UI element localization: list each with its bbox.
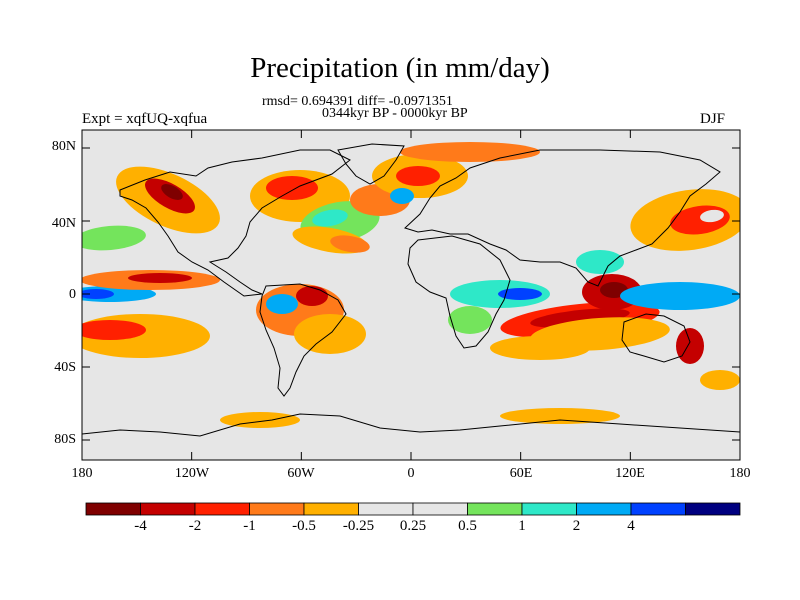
anomaly-n-pacific-wet bbox=[82, 225, 146, 251]
anomaly-indian-ocean-dry-core bbox=[530, 308, 630, 328]
colorbar-label: 0.25 bbox=[399, 518, 427, 534]
coastlines bbox=[82, 143, 740, 437]
lat-label-40s: 40S bbox=[54, 360, 76, 375]
colorbar-label: -1 bbox=[243, 518, 256, 534]
lon-label-120e: 120E bbox=[615, 466, 645, 481]
colorbar-label: 1 bbox=[518, 518, 526, 534]
colorbar-swatch bbox=[467, 502, 523, 516]
anomaly-australia-east-dry bbox=[676, 328, 704, 364]
anomaly-scandinavia-wet bbox=[390, 188, 414, 204]
colorbar-swatch bbox=[576, 502, 632, 516]
anomaly-amazon-wet bbox=[266, 294, 298, 314]
colorbar-label: 2 bbox=[572, 518, 581, 534]
anomaly-e-africa-wet-core bbox=[498, 288, 542, 300]
lon-label-0: 0 bbox=[407, 466, 415, 481]
anomaly-antarctic-coast-dry bbox=[220, 412, 300, 428]
colorbar bbox=[85, 502, 741, 516]
anomaly-e-asia-wet bbox=[576, 250, 624, 274]
anomaly-n-atlantic-wet-core bbox=[312, 209, 348, 227]
lon-label-120w: 120W bbox=[174, 466, 210, 481]
season-label: DJF bbox=[700, 111, 726, 127]
anomaly-s-pacific-dry-core bbox=[82, 320, 146, 340]
lon-label-60e: 60E bbox=[509, 466, 533, 481]
anomaly-antarctic-coast-dry-2 bbox=[500, 408, 620, 424]
coast-south-america bbox=[259, 283, 347, 397]
colorbar-swatch bbox=[685, 502, 741, 516]
anomaly-europe-dry-core bbox=[396, 166, 440, 186]
lon-label-180w: 180 bbox=[71, 466, 93, 481]
anomaly-e-pacific-wet-2 bbox=[82, 289, 114, 299]
time-period-label: 0344kyr BP - 0000kyr BP bbox=[322, 106, 468, 121]
colorbar-swatch bbox=[194, 502, 250, 516]
coast-north-america bbox=[119, 149, 351, 297]
lat-label-80n: 80N bbox=[51, 139, 76, 154]
anomaly-southern-ocean-dry bbox=[700, 370, 740, 390]
anomaly-s-america-dry-core bbox=[296, 286, 328, 306]
colorbar-label: -4 bbox=[134, 518, 147, 534]
lat-label-80s: 80S bbox=[54, 432, 76, 447]
colorbar-swatch bbox=[85, 502, 141, 516]
anomaly-s-africa-wet bbox=[448, 306, 492, 334]
colorbar-label: -2 bbox=[188, 518, 202, 534]
lat-label-0: 0 bbox=[69, 287, 76, 302]
colorbar-swatch bbox=[521, 502, 577, 516]
lon-label-180e: 180 bbox=[729, 466, 751, 481]
coast-australia bbox=[621, 313, 691, 363]
coast-africa bbox=[407, 235, 511, 349]
anomaly-w-pacific-wet-halo bbox=[620, 282, 740, 310]
colorbar-label: 0.5 bbox=[458, 518, 477, 534]
anomaly-s-indian-ocean-dry bbox=[490, 336, 590, 360]
anomaly-alaska-dry-peak bbox=[161, 184, 183, 200]
rmsd-diff-stats: rmsd= 0.694391 diff= -0.0971351 bbox=[262, 94, 453, 109]
colorbar-label: 4 bbox=[627, 518, 635, 534]
colorbar-swatch bbox=[358, 502, 414, 516]
anomaly-mid-atlantic-dry bbox=[330, 235, 370, 253]
anomaly-central-pacific-dry-core bbox=[128, 273, 192, 283]
colorbar-swatch bbox=[412, 502, 468, 516]
coast-antarctica bbox=[82, 413, 740, 437]
colorbar-label: -0.5 bbox=[292, 518, 316, 534]
axis-ticks bbox=[81, 130, 741, 460]
colorbar-swatch bbox=[630, 502, 686, 516]
map-field bbox=[82, 130, 740, 460]
lon-label-60w: 60W bbox=[287, 466, 315, 481]
lat-label-40n: 40N bbox=[51, 216, 76, 231]
coast-eurasia bbox=[404, 149, 721, 287]
coast-greenland bbox=[337, 143, 405, 185]
anomaly-regions bbox=[82, 142, 740, 428]
colorbar-label: -0.25 bbox=[342, 518, 375, 534]
colorbar-swatch bbox=[249, 502, 305, 516]
anomaly-nw-pacific-white bbox=[700, 209, 724, 223]
experiment-label: Expt = xqfUQ-xqfua bbox=[82, 111, 208, 127]
colorbar-swatch bbox=[140, 502, 196, 516]
plot-title: Precipitation (in mm/day) bbox=[250, 52, 550, 84]
colorbar-swatch bbox=[303, 502, 359, 516]
anomaly-arctic-dry bbox=[400, 142, 540, 162]
anomaly-na-east-dry-core bbox=[266, 176, 318, 200]
